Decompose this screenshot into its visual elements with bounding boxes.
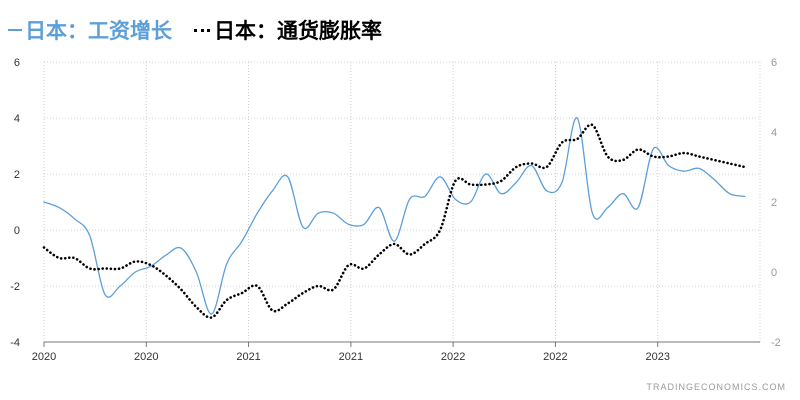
chart-legend: 日本：工资增长 日本：通货膨胀率	[8, 10, 404, 50]
series-line-inflation	[42, 123, 747, 319]
legend-label-wage-growth: 日本：工资增长	[25, 19, 172, 43]
legend-label-inflation: 日本：通货膨胀率	[214, 19, 382, 43]
legend-swatch-wage-growth	[8, 29, 22, 31]
x-tick-label: 2022	[441, 351, 465, 363]
x-tick-label: 2022	[543, 351, 567, 363]
y-left-tick-label: 6	[14, 57, 20, 69]
y-left-tick-label: 2	[14, 169, 20, 181]
legend-item-inflation[interactable]: 日本：通货膨胀率	[194, 15, 382, 45]
y-right-tick-label: 2	[771, 197, 777, 209]
x-tick-label: 2023	[645, 351, 669, 363]
legend-item-wage-growth[interactable]: 日本：工资增长	[8, 15, 172, 45]
y-left-tick-label: -4	[10, 337, 20, 349]
y-right-tick-label: 6	[771, 57, 777, 69]
y-left-tick-label: 4	[14, 113, 20, 125]
y-left-tick-label: -2	[10, 281, 20, 293]
x-tick-label: 2020	[134, 351, 158, 363]
y-right-tick-label: 0	[771, 267, 777, 279]
x-tick-label: 2021	[236, 351, 260, 363]
x-tick-label: 2020	[32, 351, 56, 363]
watermark: TRADINGECONOMICS.COM	[646, 382, 786, 392]
y-right-tick-label: 4	[771, 127, 777, 139]
series-line-wage-growth	[43, 117, 746, 315]
x-tick-label: 2021	[339, 351, 363, 363]
y-right-tick-label: -2	[771, 337, 781, 349]
legend-swatch-inflation	[194, 28, 210, 32]
y-left-tick-label: 0	[14, 225, 20, 237]
